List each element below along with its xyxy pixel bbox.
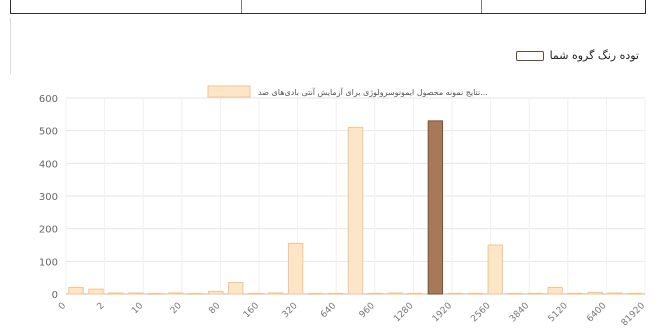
bar (507, 292, 523, 295)
chart-container: نتایج نمونه محصول ایمونوسرولوژی برای آزم… (0, 76, 657, 335)
left-divider (10, 18, 11, 74)
y-tick-label: 600 (39, 94, 58, 105)
y-tick-label: 200 (39, 225, 58, 236)
series-legend: نتایج نمونه محصول ایمونوسرولوژی برای آزم… (207, 85, 488, 98)
y-tick-label: 100 (39, 257, 58, 268)
bar (208, 290, 224, 295)
bar (467, 292, 483, 295)
bar (68, 286, 84, 295)
bar (327, 292, 344, 295)
bar (607, 292, 623, 295)
x-tick-label: 2560 (469, 301, 492, 324)
x-tick-label: 20 (169, 301, 184, 316)
bar (188, 292, 204, 295)
x-tick-label: 3840 (508, 301, 531, 324)
bar (307, 292, 324, 295)
y-tick-label: 0 (52, 290, 58, 301)
group-color-legend-label: توده رنگ گروه شما (549, 49, 639, 62)
bar (627, 292, 643, 295)
bar (527, 292, 543, 295)
x-tick-label: 10 (130, 301, 145, 316)
top-table-cell (11, 0, 242, 13)
bar (148, 292, 164, 295)
bar (447, 292, 464, 295)
group-color-legend: توده رنگ گروه شما (515, 49, 639, 62)
bar (247, 292, 264, 295)
bar (407, 292, 424, 295)
bar (587, 291, 603, 295)
bar (168, 292, 184, 295)
x-tick-label: 320 (280, 301, 299, 320)
x-tick-label: 0 (57, 301, 68, 312)
bar (128, 292, 144, 295)
y-tick-label: 400 (39, 159, 58, 170)
bar (267, 292, 284, 295)
top-table-cell (241, 0, 482, 13)
x-tick-label: 6400 (585, 301, 608, 324)
bar-highlighted (427, 120, 444, 295)
x-tick-label: 640 (319, 301, 338, 320)
legend-swatch (207, 85, 251, 98)
bar (567, 292, 583, 295)
x-tick-label: 80 (207, 301, 222, 316)
group-color-swatch (515, 50, 544, 61)
bar (108, 292, 124, 295)
bar (228, 282, 244, 295)
x-tick-label: 5120 (547, 301, 570, 324)
y-tick-label: 300 (39, 192, 58, 203)
bar (88, 288, 104, 295)
bar-chart: نتایج نمونه محصول ایمونوسرولوژی برای آزم… (39, 85, 648, 329)
x-tick-label: 1280 (392, 301, 415, 324)
bar (547, 286, 563, 295)
bar (287, 242, 304, 295)
bar (487, 244, 503, 295)
bar (387, 292, 404, 295)
top-table-strip (10, 0, 646, 14)
y-tick-label: 500 (39, 127, 58, 138)
bar (367, 292, 384, 295)
legend-label: نتایج نمونه محصول ایمونوسرولوژی برای آزم… (258, 87, 488, 97)
bar (347, 126, 364, 295)
x-tick-label: 160 (242, 301, 261, 320)
x-tick-label: 2 (96, 301, 107, 312)
x-tick-label: 1920 (431, 301, 454, 324)
x-tick-label: 81920 (620, 301, 648, 329)
x-tick-label: 960 (358, 301, 377, 320)
